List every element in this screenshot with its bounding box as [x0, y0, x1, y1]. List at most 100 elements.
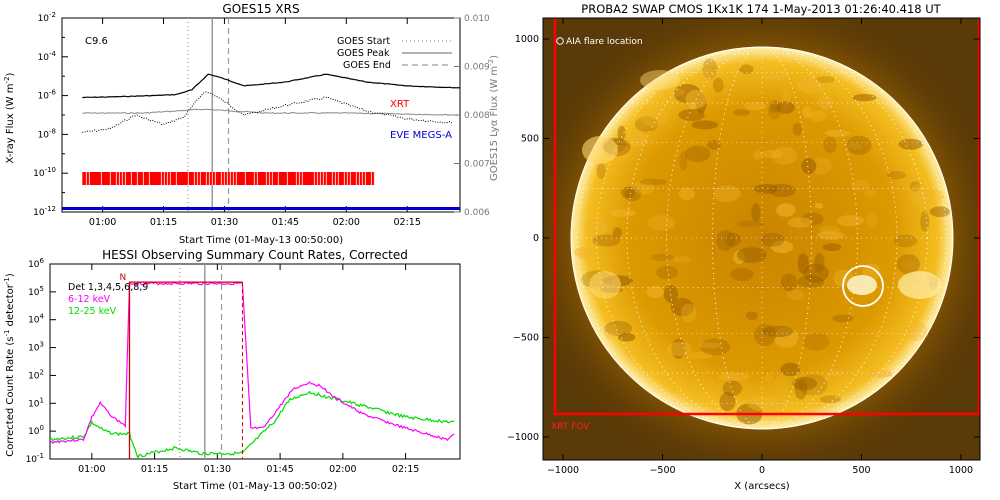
goes-left-tick-label: 10-6 [38, 89, 57, 102]
sun-texture-blob [792, 377, 817, 391]
legend-6-12kev: 6-12 keV [68, 294, 111, 305]
sun-texture-blob [702, 58, 718, 81]
sun-texture-blob [595, 162, 608, 174]
sun-texture-blob [733, 109, 750, 116]
sun-texture-blob [866, 213, 877, 228]
sun-texture-blob [737, 247, 767, 263]
sun-texture-blob [846, 135, 872, 155]
sun-texture-blob [624, 340, 636, 358]
sun-texture-blob [584, 218, 608, 238]
sun-texture-blob [800, 212, 824, 226]
sun-texture-blob [823, 136, 837, 154]
sun-texture-blob [718, 372, 750, 382]
sun-texture-blob [850, 179, 871, 191]
swap-x-tick-label: −500 [649, 465, 675, 476]
legend-goes-end-label: GOES End [343, 60, 391, 71]
sun-texture-blob [776, 203, 796, 217]
hessi-panel: HESSI Observing Summary Count Rates, Cor… [3, 248, 461, 492]
sun-texture-blob [745, 311, 758, 320]
sun-texture-blob [797, 275, 825, 288]
sun-texture-blob [810, 157, 832, 175]
goes-right-tick-label: 0.006 [464, 208, 490, 218]
sun-texture-blob [751, 203, 761, 223]
sun-texture-blob [730, 267, 754, 282]
legend-12-25kev: 12-25 keV [68, 306, 117, 317]
xray-short-series [82, 91, 453, 133]
sun-texture-blob [617, 332, 636, 342]
sun-texture-blob [920, 210, 930, 232]
sun-texture-blob [802, 106, 812, 119]
sun-texture-blob [832, 314, 854, 323]
sun-texture-blob [893, 234, 918, 248]
hessi-x-tick-label: 01:45 [266, 464, 293, 475]
sun-texture-blob [825, 129, 851, 137]
goes-left-axis: 10-2 10-4 10-6 10-8 10-10 10-12 [33, 11, 68, 218]
xrt-coverage-bars [82, 172, 375, 185]
sun-texture-blob [713, 185, 741, 203]
legend-goes-start-label: GOES Start [337, 36, 390, 47]
sun-texture-blob [736, 220, 764, 228]
swap-y-tick-label: −1000 [507, 432, 539, 443]
sun-texture-blob [650, 253, 675, 262]
flare-region [847, 275, 877, 295]
sun-texture-blob [819, 225, 840, 235]
goes-xlabel: Start Time (01-May-13 00:50:00) [179, 235, 343, 246]
hessi-y-tick-label: 103 [28, 341, 44, 354]
goes-right-tick-label: 0.010 [464, 14, 490, 24]
longitude-line [666, 46, 858, 430]
sun-texture-blob [787, 217, 813, 228]
solar-limb [570, 46, 954, 430]
eve-series-label: EVE MEGS-A [390, 130, 452, 141]
sun-texture-blob [672, 256, 691, 263]
sun-texture-blob [743, 101, 767, 111]
hessi-y-tick-label: 104 [28, 313, 44, 326]
sun-texture-blob [612, 227, 623, 238]
sun-texture-blob [929, 206, 950, 217]
sun-texture-blob [646, 285, 664, 299]
sun-texture-blob [901, 320, 928, 341]
goes-right-tick-label: 0.007 [464, 160, 490, 170]
swap-x-tick-label: 500 [852, 465, 870, 476]
sun-texture-blob [722, 380, 742, 397]
sun-texture-blob [774, 327, 799, 348]
sun-texture-blob [698, 342, 722, 349]
swap-x-tick-label: −1000 [547, 465, 579, 476]
sun-texture-blob [670, 298, 694, 317]
sun-texture-blob [817, 231, 845, 240]
hessi-x-tick-label: 01:15 [141, 464, 168, 475]
sun-texture-blob [574, 246, 593, 259]
sun-texture-blob [803, 263, 829, 283]
hessi-x-tick-label: 02:00 [329, 464, 356, 475]
swap-y-tick-label: 500 [521, 134, 539, 145]
sun-texture-blob [620, 186, 636, 199]
sun-texture-blob [863, 370, 894, 378]
sun-texture-blob [684, 145, 711, 163]
hessi-6-12kev-series [50, 281, 455, 444]
sun-texture-blob [902, 260, 915, 270]
sun-texture-blob [604, 324, 617, 340]
sun-texture-blob [760, 232, 785, 247]
sun-texture-blob [863, 189, 877, 198]
sun-texture-blob [852, 94, 877, 102]
swap-title: PROBA2 SWAP CMOS 1Kx1K 174 1-May-2013 01… [581, 2, 941, 16]
sun-texture-blob [633, 179, 655, 195]
hessi-xlabel: Start Time (01-May-13 00:50:02) [173, 481, 337, 492]
hessi-legend: Det 1,3,4,5,6,8,9 6-12 keV 12-25 keV [68, 282, 148, 317]
sun-texture-blob [814, 202, 824, 209]
sun-texture-blob [617, 125, 626, 141]
sun-texture-blob [700, 338, 731, 356]
sun-texture-blob [771, 240, 794, 254]
sun-texture-blob [629, 133, 647, 147]
hessi-y-tick-label: 100 [28, 424, 44, 437]
sun-texture-blob [754, 184, 779, 194]
hessi-ylabel: Corrected Count Rate (s-1 detector-1) [3, 273, 16, 457]
sun-texture-blob [678, 109, 705, 121]
flare-class-label: C9.6 [85, 36, 108, 47]
goes-left-tick-label: 10-4 [38, 50, 57, 63]
sun-texture-blob [712, 77, 724, 93]
aia-flare-location-label: AIA flare location [566, 37, 643, 47]
sun-texture-blob [786, 289, 804, 300]
hessi-12-25kev-series [50, 390, 455, 459]
sun-texture-blob [780, 273, 797, 292]
sun-texture-blob [792, 122, 803, 136]
